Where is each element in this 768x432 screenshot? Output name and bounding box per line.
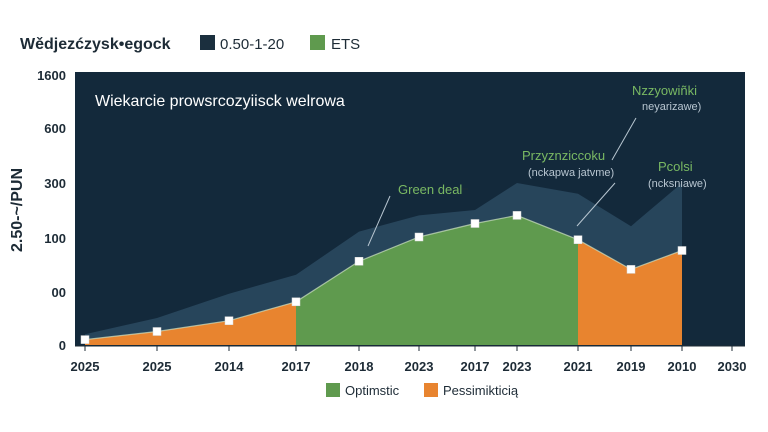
y-tick-label: 300 xyxy=(44,176,66,191)
x-tick-label: 2025 xyxy=(143,359,172,374)
x-tick-label: 2021 xyxy=(564,359,593,374)
data-marker xyxy=(224,316,234,325)
x-tick-layer: 2025 2025 2014 2017 2018 2023 2017 2023 2021 2019… xyxy=(71,345,747,374)
chart-subtitle: Wiekarcie prowsrcozyiisck welrowa xyxy=(95,93,345,110)
annotation-nzzy-sub: neyarizawe) xyxy=(642,101,701,113)
annotation-przyzn-sub: (nckapwa jatvme) xyxy=(528,167,614,179)
bottom-legend-swatch-pessimistic xyxy=(424,383,438,397)
marker-layer xyxy=(80,211,687,344)
legend-label-2: ETS xyxy=(331,36,360,53)
x-tick-label: 2017 xyxy=(282,359,311,374)
data-marker xyxy=(677,246,687,255)
y-tick-label: 600 xyxy=(44,121,66,136)
x-tick-label: 2023 xyxy=(503,359,532,374)
x-tick-label: 2018 xyxy=(345,359,374,374)
bottom-legend-pessimistic: Pessimikticią xyxy=(443,383,519,398)
data-marker xyxy=(291,297,301,307)
bottom-legend-optimistic: Optimstic xyxy=(345,383,400,398)
annotation-przyzn: Przyznziccoku xyxy=(522,148,605,163)
annotation-arrow-przyzn xyxy=(576,182,616,227)
annotation-arrow-green-deal xyxy=(367,195,391,247)
data-marker xyxy=(80,335,90,344)
legend-label-1: 0.50-1-20 xyxy=(220,36,284,53)
legend-swatch-1 xyxy=(200,35,215,50)
y-axis-label: 2.50-~/PUN xyxy=(9,168,26,252)
x-tick-label: 2014 xyxy=(215,359,245,374)
y-tick-label: 100 xyxy=(44,231,66,246)
annotation-pcolsi: Pcolsi xyxy=(658,159,693,174)
data-marker xyxy=(152,327,162,336)
data-marker xyxy=(512,211,522,220)
x-tick-label: 2010 xyxy=(668,359,697,374)
pessimistic-area-right xyxy=(578,239,682,345)
data-marker xyxy=(470,219,480,228)
x-tick-label: 2025 xyxy=(71,359,100,374)
data-marker xyxy=(414,232,424,242)
data-marker xyxy=(354,257,364,266)
x-tick-label: 2017 xyxy=(461,359,490,374)
data-marker xyxy=(626,265,636,274)
annotation-nzzy: Nzzyowiñki xyxy=(632,83,697,98)
y-tick-label: 00 xyxy=(52,285,66,300)
x-tick-label: 2030 xyxy=(718,359,747,374)
x-tick-label: 2023 xyxy=(405,359,434,374)
annotation-arrow-nzzy xyxy=(611,117,637,161)
x-tick-label: 2019 xyxy=(617,359,646,374)
optimistic-area xyxy=(296,215,578,345)
annotation-layer: Green deal Przyznziccoku (nckapwa jatvme… xyxy=(367,83,707,247)
data-marker xyxy=(573,235,583,244)
chart-title: Wědjezćzysk•egock xyxy=(20,36,171,53)
annotation-green-deal: Green deal xyxy=(398,182,462,197)
y-tick-label: 0 xyxy=(59,338,66,353)
legend-swatch-2 xyxy=(310,35,325,50)
bottom-legend-swatch-optimistic xyxy=(326,383,340,397)
annotation-pcolsi-sub: (ncksniawe) xyxy=(648,178,707,190)
y-tick-label: 1600 xyxy=(37,68,66,83)
